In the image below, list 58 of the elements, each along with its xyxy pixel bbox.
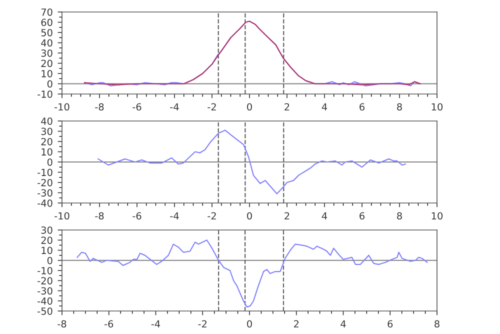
y-tick-label: 20 (41, 60, 52, 68)
x-tick-label: 8 (397, 212, 402, 220)
x-tick-label: -8 (95, 212, 104, 220)
x-tick-label: 8 (397, 103, 402, 111)
x-tick-label: 6 (388, 320, 393, 328)
x-tick-label: -2 (208, 103, 216, 110)
y-tick-label: -10 (38, 168, 52, 176)
y-tick-label: 10 (42, 70, 52, 78)
x-tick-label: 10 (432, 212, 443, 220)
x-tick-label: 6 (360, 212, 364, 220)
x-tick-label: -2 (198, 320, 206, 328)
x-tick-label: 4 (322, 212, 328, 220)
x-tick-label: 8 (434, 320, 440, 328)
x-tick-label: 0 (247, 103, 252, 111)
y-tick-label: 0 (47, 256, 52, 264)
y-tick-label: -10 (38, 90, 52, 98)
x-tick-label: 6 (360, 103, 364, 111)
y-tick-label: 10 (42, 148, 52, 156)
y-tick-label: -30 (38, 189, 52, 197)
x-tick-label: -4 (170, 212, 179, 220)
x-tick-label: 0 (247, 212, 252, 220)
y-tick-label: -20 (38, 178, 52, 186)
y-tick-label: 20 (41, 138, 52, 146)
x-tick-label: 4 (322, 103, 328, 110)
y-tick-label: -20 (38, 277, 52, 284)
x-tick-label: -6 (132, 103, 142, 111)
y-tick-label: 30 (41, 49, 52, 57)
x-tick-label: 2 (294, 320, 298, 328)
y-tick-label: 30 (41, 128, 52, 136)
y-tick-label: -40 (38, 199, 52, 207)
x-tick-label: -2 (208, 212, 216, 220)
y-tick-label: 30 (41, 226, 52, 234)
x-tick-label: 4 (340, 320, 346, 328)
y-tick-label: 70 (41, 8, 52, 16)
y-tick-label: 10 (42, 246, 52, 254)
y-tick-label: 50 (41, 28, 52, 36)
y-tick-label: 0 (47, 158, 52, 166)
x-tick-label: -6 (104, 320, 114, 328)
y-tick-label: 60 (41, 18, 52, 26)
x-tick-label: -10 (54, 103, 70, 111)
x-tick-label: -8 (95, 103, 104, 111)
y-tick-label: -40 (38, 297, 52, 305)
y-tick-label: 0 (47, 80, 52, 88)
x-tick-label: 0 (247, 320, 252, 328)
x-tick-label: -4 (151, 320, 160, 328)
y-tick-label: -50 (38, 307, 52, 315)
x-tick-label: 2 (284, 103, 290, 110)
y-tick-label: 40 (41, 117, 52, 125)
x-tick-label: 10 (432, 103, 443, 111)
y-tick-label: -10 (38, 266, 52, 274)
x-tick-label: -4 (170, 103, 179, 110)
x-tick-label: -10 (54, 212, 70, 220)
x-tick-label: 2 (284, 212, 290, 220)
y-tick-label: 20 (41, 236, 52, 244)
y-tick-label: 40 (41, 39, 52, 47)
x-tick-label: -6 (132, 212, 142, 220)
y-tick-label: -30 (38, 287, 52, 295)
x-tick-label: -8 (58, 320, 66, 328)
